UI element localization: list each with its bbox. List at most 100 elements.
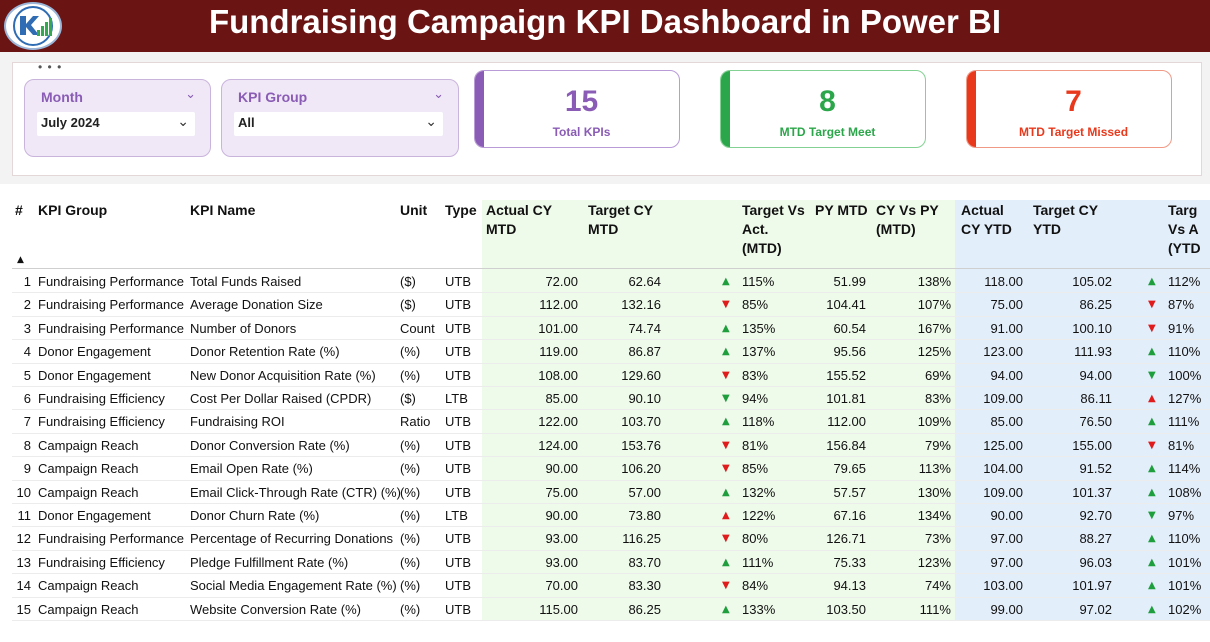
ytd-column-band: [955, 200, 1210, 621]
row-cy-vs-py-mtd: 109%: [917, 414, 951, 430]
row-target-vs-act-mtd: 81%: [742, 437, 769, 453]
row-py-mtd: 60.54: [833, 320, 866, 336]
row-actual-cy-ytd: 123.00: [983, 344, 1023, 360]
row-divider: [12, 386, 1210, 387]
row-actual-cy-ytd: 97.00: [990, 554, 1023, 570]
table-row[interactable]: 12 Fundraising Performance Percentage of R…: [0, 527, 1210, 550]
table-row[interactable]: 7 Fundraising Efficiency Fundraising ROI Ra…: [0, 410, 1210, 433]
table-row[interactable]: 4 Donor Engagement Donor Retention Rate (%…: [0, 340, 1210, 363]
status-up-icon: ▲: [722, 276, 730, 287]
row-target-vs-act-mtd: 83%: [742, 367, 769, 383]
row-actual-cy-mtd: 122.00: [538, 414, 578, 430]
row-type: UTB: [445, 297, 471, 313]
row-index: 4: [23, 344, 31, 360]
chevron-down-icon[interactable]: ⌄: [185, 87, 196, 102]
table-row[interactable]: 11 Donor Engagement Donor Churn Rate (%) (%…: [0, 504, 1210, 527]
row-target-cy-ytd: 101.97: [1072, 578, 1112, 594]
table-row[interactable]: 6 Fundraising Efficiency Cost Per Dollar R…: [0, 387, 1210, 410]
row-target-vs-act-mtd: 132%: [742, 484, 776, 500]
row-target-cy-mtd: 116.25: [622, 531, 661, 547]
table-row[interactable]: 3 Fundraising Performance Number of Donors…: [0, 317, 1210, 340]
row-actual-cy-ytd: 103.00: [983, 578, 1023, 594]
status-up-icon: ▲: [1148, 556, 1156, 568]
kpi-group-dropdown[interactable]: All ⌄: [234, 112, 443, 136]
table-row[interactable]: 10 Campaign Reach Email Click-Through Rate…: [0, 481, 1210, 504]
row-cy-vs-py-mtd: 107%: [917, 297, 951, 313]
header-target-vs-act-mtd[interactable]: Target Vs Act. (MTD): [742, 201, 805, 258]
status-up-icon: ▼: [1148, 369, 1156, 381]
row-actual-cy-ytd: 90.00: [990, 508, 1023, 523]
row-kpi-group: Campaign Reach: [38, 601, 139, 617]
table-row[interactable]: 1 Fundraising Performance Total Funds Rais…: [0, 270, 1210, 293]
header-actual-cy-mtd[interactable]: Actual CY MTD: [486, 201, 552, 239]
status-up-icon: ▼: [722, 393, 730, 404]
row-target-cy-ytd: 94.00: [1079, 367, 1112, 383]
sort-ascending-icon[interactable]: ▲: [17, 255, 24, 265]
header-kpi-name[interactable]: KPI Name: [190, 202, 256, 218]
row-cy-vs-py-mtd: 69%: [924, 367, 951, 383]
row-target-vs-act-ytd: 110%: [1168, 344, 1201, 360]
row-kpi-group: Fundraising Efficiency: [38, 414, 165, 430]
row-unit: ($): [400, 297, 416, 313]
header-cy-vs-py-mtd[interactable]: CY Vs PY (MTD): [876, 201, 939, 239]
table-row[interactable]: 5 Donor Engagement New Donor Acquisition R…: [0, 364, 1210, 387]
header-line: YTD: [1033, 221, 1061, 237]
header-line: PY MTD: [815, 202, 868, 218]
header-py-mtd[interactable]: PY MTD: [815, 201, 868, 220]
header-line: (MTD): [876, 221, 916, 237]
row-index: 2: [23, 297, 31, 313]
header-index[interactable]: #: [15, 202, 23, 218]
row-py-mtd: 155.52: [826, 367, 866, 383]
row-index: 9: [23, 461, 31, 477]
row-target-cy-ytd: 155.00: [1072, 437, 1112, 453]
row-unit: ($): [400, 274, 416, 289]
header-target-vs-act-ytd[interactable]: Targ Vs A (YTD: [1168, 201, 1201, 258]
row-unit: Ratio: [400, 414, 431, 430]
row-target-cy-mtd: 132.16: [621, 297, 661, 313]
more-options-icon[interactable]: • • •: [38, 60, 63, 74]
status-up-icon: ▲: [1148, 603, 1156, 615]
page-title: Fundraising Campaign KPI Dashboard in Po…: [208, 3, 1002, 40]
table-row[interactable]: 15 Campaign Reach Website Conversion Rate …: [0, 598, 1210, 621]
month-slicer[interactable]: Month ⌄ July 2024 ⌄: [24, 79, 211, 157]
row-type: UTB: [445, 461, 471, 477]
chevron-down-icon[interactable]: ⌄: [177, 114, 189, 130]
table-row[interactable]: 9 Campaign Reach Email Open Rate (%) (%) UTB…: [0, 457, 1210, 480]
row-actual-cy-mtd: 115.00: [539, 601, 578, 617]
header-type[interactable]: Type: [445, 202, 477, 218]
kpi-group-slicer[interactable]: KPI Group ⌄ All ⌄: [221, 79, 459, 157]
header-unit[interactable]: Unit: [400, 202, 428, 218]
row-target-vs-act-mtd: 137%: [742, 344, 776, 360]
table-row[interactable]: 2 Fundraising Performance Average Donation…: [0, 293, 1210, 316]
total-kpis-label: Total KPIs: [552, 125, 611, 139]
header-target-cy-mtd[interactable]: Target CY MTD: [588, 201, 653, 239]
row-actual-cy-mtd: 90.00: [545, 461, 578, 477]
row-index: 1: [23, 274, 31, 289]
header-actual-cy-ytd[interactable]: Actual CY YTD: [961, 201, 1012, 239]
row-type: UTB: [445, 578, 471, 594]
row-type: UTB: [445, 274, 471, 289]
status-down-icon: ▼: [722, 299, 730, 311]
company-logo: [4, 2, 62, 50]
row-target-cy-ytd: 92.70: [1079, 508, 1112, 523]
total-kpis-value: 15: [564, 85, 599, 118]
row-kpi-group: Donor Engagement: [38, 344, 151, 360]
row-kpi-group: Campaign Reach: [38, 578, 139, 594]
row-index: 14: [16, 578, 31, 594]
row-cy-vs-py-mtd: 79%: [924, 437, 951, 453]
row-target-cy-ytd: 88.27: [1079, 531, 1112, 547]
month-dropdown[interactable]: July 2024 ⌄: [37, 112, 195, 136]
header-target-cy-ytd[interactable]: Target CY YTD: [1033, 201, 1098, 239]
table-row[interactable]: 14 Campaign Reach Social Media Engagement …: [0, 574, 1210, 597]
table-row[interactable]: 13 Fundraising Efficiency Pledge Fulfillme…: [0, 551, 1210, 574]
row-actual-cy-mtd: 93.00: [545, 531, 578, 547]
row-unit: (%): [400, 578, 421, 594]
row-target-vs-act-mtd: 115%: [742, 274, 775, 289]
chevron-down-icon[interactable]: ⌄: [433, 87, 444, 102]
table-row[interactable]: 8 Campaign Reach Donor Conversion Rate (%)…: [0, 434, 1210, 457]
row-target-vs-act-mtd: 85%: [742, 461, 769, 477]
chevron-down-icon[interactable]: ⌄: [425, 114, 437, 130]
row-py-mtd: 104.41: [826, 297, 866, 313]
header-kpi-group[interactable]: KPI Group: [38, 202, 108, 218]
row-unit: (%): [400, 601, 421, 617]
